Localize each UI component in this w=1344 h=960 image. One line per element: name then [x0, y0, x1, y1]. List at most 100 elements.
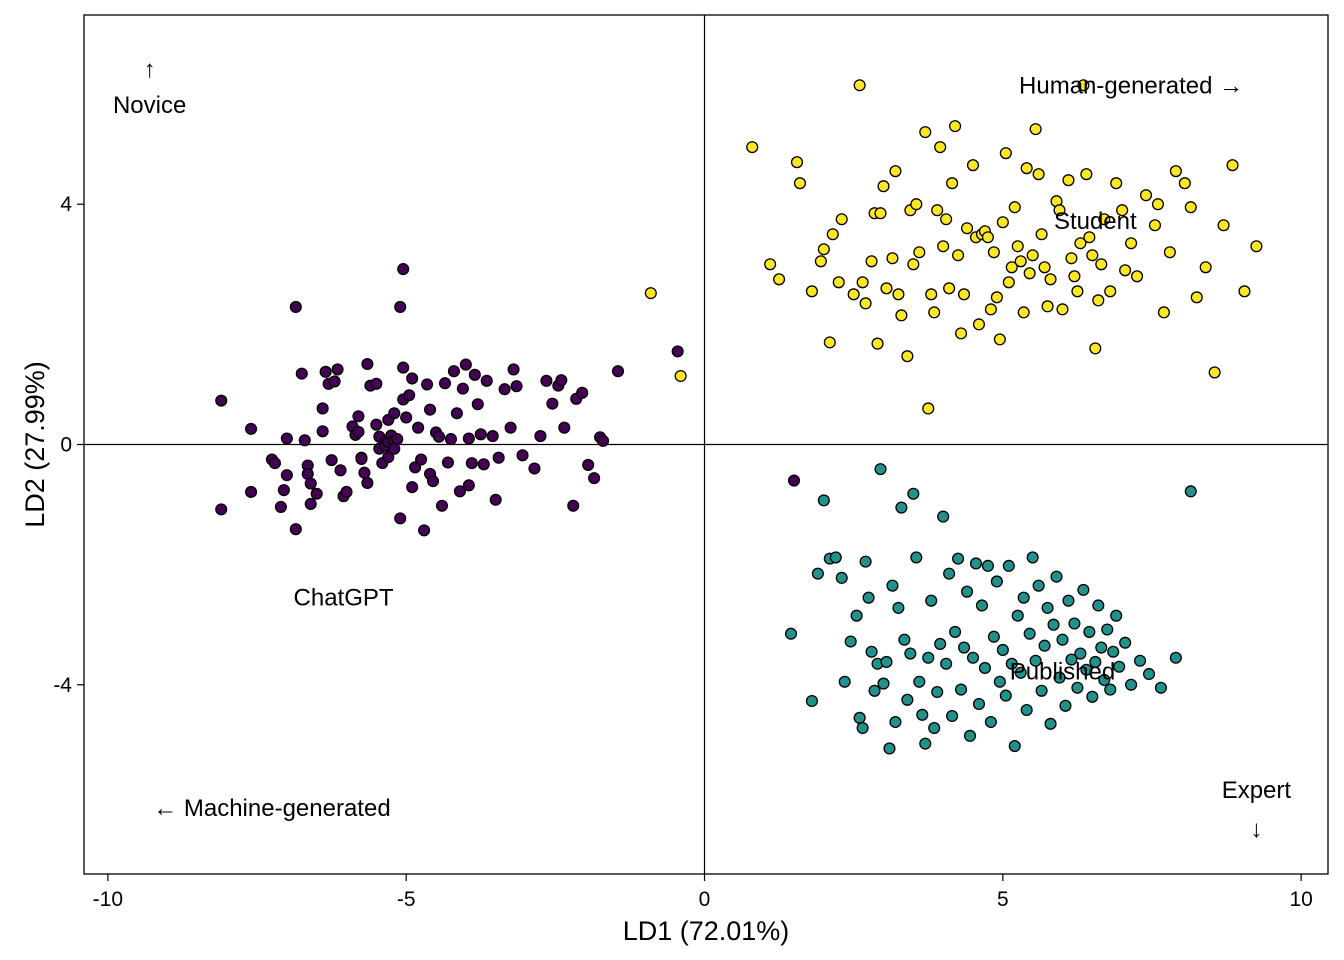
data-point: [1089, 342, 1102, 355]
data-point: [978, 661, 991, 675]
data-point: [274, 500, 287, 514]
data-point: [952, 552, 965, 565]
data-point: [880, 282, 893, 295]
data-point: [289, 523, 302, 536]
data-point: [391, 433, 404, 446]
data-point: [943, 282, 956, 295]
data-point: [295, 367, 308, 380]
data-point: [504, 421, 517, 434]
data-point: [471, 398, 484, 411]
data-point: [981, 559, 994, 572]
data-point: [913, 246, 926, 259]
data-point: [907, 487, 920, 500]
data-point: [1014, 255, 1027, 268]
x-tick-label: 10: [1289, 888, 1312, 911]
data-point: [576, 386, 589, 399]
data-point: [871, 337, 884, 350]
data-point: [1208, 366, 1221, 379]
data-point: [940, 657, 953, 670]
data-point: [996, 643, 1009, 656]
data-point: [468, 368, 481, 381]
data-point: [406, 372, 419, 385]
data-point: [1029, 654, 1042, 667]
data-point: [1154, 681, 1167, 694]
data-point: [441, 456, 455, 469]
data-point: [462, 479, 475, 492]
data-point: [952, 249, 965, 262]
data-point: [280, 469, 293, 482]
series-published: [784, 463, 1197, 755]
data-point: [960, 222, 974, 235]
data-point: [764, 258, 777, 271]
data-point: [400, 411, 413, 424]
data-point: [892, 601, 905, 614]
data-point: [1089, 655, 1102, 669]
data-point: [859, 297, 872, 310]
data-point: [889, 715, 902, 729]
data-point: [901, 350, 914, 363]
data-point: [465, 457, 478, 470]
data-point: [931, 204, 944, 217]
data-point: [1157, 306, 1170, 319]
data-point: [1044, 273, 1057, 286]
data-point: [415, 453, 428, 466]
data-point: [1032, 579, 1045, 592]
data-point: [946, 177, 959, 190]
data-point: [1005, 657, 1018, 670]
data-point: [880, 655, 893, 669]
data-point: [910, 551, 923, 564]
data-point: [1104, 683, 1117, 696]
y-tick-label: 4: [60, 193, 72, 216]
data-point: [1017, 306, 1030, 319]
data-point: [1047, 618, 1060, 631]
data-point: [1238, 285, 1251, 298]
data-point: [844, 635, 857, 648]
data-point: [966, 651, 980, 664]
data-point: [981, 231, 994, 244]
data-point: [289, 300, 302, 313]
data-point: [993, 675, 1006, 688]
data-point: [1083, 625, 1096, 638]
data-point: [534, 430, 547, 443]
data-point: [546, 397, 559, 410]
data-point: [1092, 294, 1105, 307]
data-point: [474, 428, 487, 441]
data-point: [450, 407, 463, 420]
data-point: [925, 594, 938, 607]
data-point: [949, 625, 962, 638]
data-point: [746, 141, 759, 154]
data-point: [1125, 237, 1138, 250]
data-point: [934, 141, 947, 154]
data-point: [940, 213, 953, 226]
data-point: [245, 485, 258, 499]
data-point: [975, 599, 988, 612]
data-point: [215, 394, 228, 407]
data-point: [1110, 609, 1123, 622]
data-point: [865, 645, 878, 658]
data-point: [1068, 270, 1081, 283]
data-point: [361, 476, 374, 489]
data-point: [1041, 300, 1054, 313]
data-point: [990, 575, 1003, 588]
data-point: [937, 510, 950, 523]
data-point: [1023, 267, 1036, 280]
data-point: [435, 499, 449, 512]
data-point: [316, 402, 329, 415]
reference-lines: [84, 15, 1328, 874]
data-point: [1131, 270, 1144, 283]
data-point: [1184, 201, 1197, 214]
scatter-points: [215, 79, 1263, 755]
data-point: [304, 497, 317, 511]
annotation-label: ChatGPT: [294, 585, 394, 612]
data-point: [1053, 671, 1066, 684]
data-point: [1086, 249, 1099, 262]
data-point: [361, 357, 374, 371]
y-axis-label: LD2 (27.99%): [20, 361, 50, 528]
data-point: [498, 383, 511, 396]
data-point: [304, 477, 317, 490]
data-point: [1062, 594, 1075, 607]
data-point: [919, 737, 932, 750]
data-point: [811, 567, 824, 580]
annotation-label: Human-generated →: [1019, 72, 1243, 99]
data-point: [1026, 249, 1039, 262]
